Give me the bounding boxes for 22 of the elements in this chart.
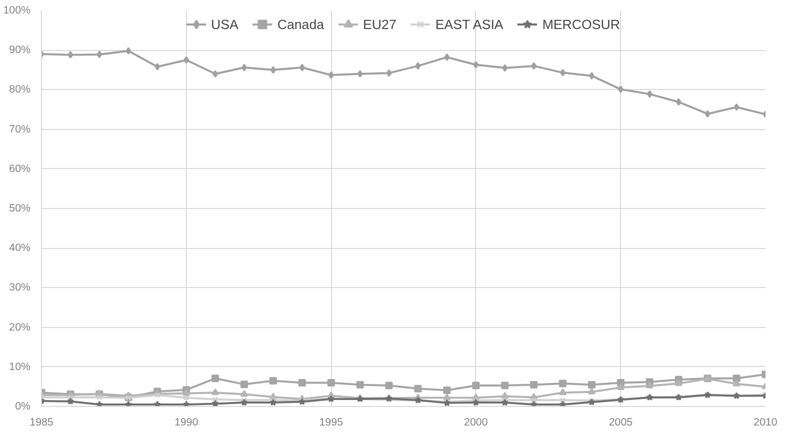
y-tick-label: 20% [9,321,32,334]
x-tick-label: 2010 [754,416,778,428]
legend-label: EAST ASIA [435,16,504,32]
y-tick-label: 100% [3,4,32,16]
x-tick-label: 1990 [174,416,198,428]
x-tick-label: 2000 [464,416,488,428]
legend-label: Canada [277,16,324,32]
y-tick-label: 60% [9,162,32,175]
x-tick-label: 1995 [319,416,344,428]
y-tick-label: 70% [9,123,32,136]
y-tick-label: 0% [15,400,32,412]
y-tick-label: 10% [9,360,32,373]
legend-label: EU27 [363,16,396,32]
y-tick-label: 40% [9,242,32,254]
x-tick-label: 2005 [608,416,633,428]
legend-label: MERCOSUR [542,16,620,32]
y-tick-label: 30% [9,282,32,294]
y-tick-label: 90% [9,44,32,56]
y-tick-label: 80% [9,84,32,96]
legend-label: USA [210,16,238,32]
x-tick-label: 1985 [30,416,54,428]
y-tick-label: 50% [9,202,32,214]
